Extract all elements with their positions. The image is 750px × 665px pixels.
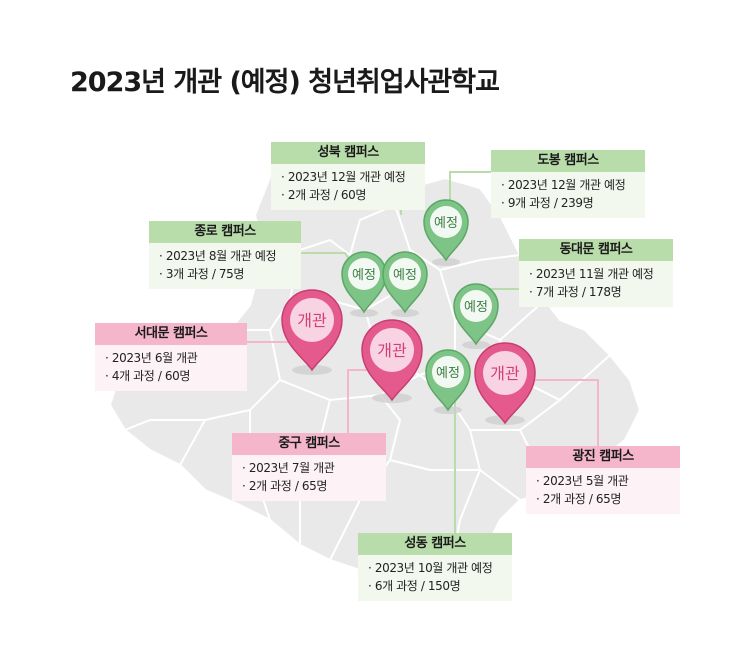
card-dobong-line1: 2023년 12월 개관 예정 (501, 176, 635, 194)
pin-junggu: 개관 (361, 319, 423, 402)
card-gwangjin-name: 광진 캠퍼스 (526, 446, 680, 468)
card-dobong-name: 도봉 캠퍼스 (491, 150, 645, 172)
card-seodaemun: 서대문 캠퍼스 2023년 6월 개관 4개 과정 / 60명 (95, 323, 247, 391)
card-jongno-name: 종로 캠퍼스 (149, 221, 301, 243)
pin-dobong-label: 예정 (434, 216, 458, 231)
card-seodaemun-line2: 4개 과정 / 60명 (105, 367, 237, 385)
card-gwangjin-line1: 2023년 5월 개관 (536, 472, 670, 490)
pin-gwangjin: 개관 (474, 342, 536, 425)
pin-seodaemun: 개관 (281, 289, 343, 372)
pin-dobong: 예정 (423, 199, 469, 262)
card-seongbuk-name: 성북 캠퍼스 (271, 142, 425, 164)
card-dobong-line2: 9개 과정 / 239명 (501, 194, 635, 212)
pin-seongbuk: 예정 (382, 251, 428, 314)
pin-seodaemun-label: 개관 (297, 311, 327, 330)
pin-dongdaemun-label: 예정 (464, 300, 488, 315)
card-seodaemun-name: 서대문 캠퍼스 (95, 323, 247, 345)
card-jongno-line2: 3개 과정 / 75명 (159, 265, 291, 283)
card-seongbuk-line2: 2개 과정 / 60명 (281, 186, 415, 204)
card-seongdong: 성동 캠퍼스 2023년 10월 개관 예정 6개 과정 / 150명 (358, 533, 512, 601)
card-dongdaemun: 동대문 캠퍼스 2023년 11월 개관 예정 7개 과정 / 178명 (519, 239, 673, 307)
pin-jongno: 예정 (341, 251, 387, 314)
pin-seongbuk-label: 예정 (393, 268, 417, 283)
card-dongdaemun-name: 동대문 캠퍼스 (519, 239, 673, 261)
card-junggu-line1: 2023년 7월 개관 (242, 459, 376, 477)
pin-jongno-label: 예정 (352, 268, 376, 283)
card-dongdaemun-line1: 2023년 11월 개관 예정 (529, 265, 663, 283)
card-seongdong-line1: 2023년 10월 개관 예정 (368, 559, 502, 577)
card-seongbuk-line1: 2023년 12월 개관 예정 (281, 168, 415, 186)
pin-seongdong: 예정 (425, 349, 471, 412)
card-gwangjin-line2: 2개 과정 / 65명 (536, 490, 670, 508)
pin-seongdong-label: 예정 (436, 366, 460, 381)
card-seongdong-name: 성동 캠퍼스 (358, 533, 512, 555)
page-title: 2023년 개관 (예정) 청년취업사관학교 (70, 67, 500, 98)
pin-dongdaemun: 예정 (453, 283, 499, 346)
card-dobong: 도봉 캠퍼스 2023년 12월 개관 예정 9개 과정 / 239명 (491, 150, 645, 218)
card-dongdaemun-line2: 7개 과정 / 178명 (529, 283, 663, 301)
card-jongno: 종로 캠퍼스 2023년 8월 개관 예정 3개 과정 / 75명 (149, 221, 301, 289)
card-seodaemun-line1: 2023년 6월 개관 (105, 349, 237, 367)
card-gwangjin: 광진 캠퍼스 2023년 5월 개관 2개 과정 / 65명 (526, 446, 680, 514)
card-junggu: 중구 캠퍼스 2023년 7월 개관 2개 과정 / 65명 (232, 433, 386, 501)
card-seongbuk: 성북 캠퍼스 2023년 12월 개관 예정 2개 과정 / 60명 (271, 142, 425, 210)
connector-gwangjin (525, 379, 599, 452)
connector-dobong (449, 171, 497, 205)
card-junggu-name: 중구 캠퍼스 (232, 433, 386, 455)
connector-junggu (347, 369, 375, 440)
card-junggu-line2: 2개 과정 / 65명 (242, 477, 376, 495)
card-seongdong-line2: 6개 과정 / 150명 (368, 577, 502, 595)
pin-gwangjin-label: 개관 (490, 364, 520, 383)
card-jongno-line1: 2023년 8월 개관 예정 (159, 247, 291, 265)
pin-junggu-label: 개관 (377, 341, 407, 360)
